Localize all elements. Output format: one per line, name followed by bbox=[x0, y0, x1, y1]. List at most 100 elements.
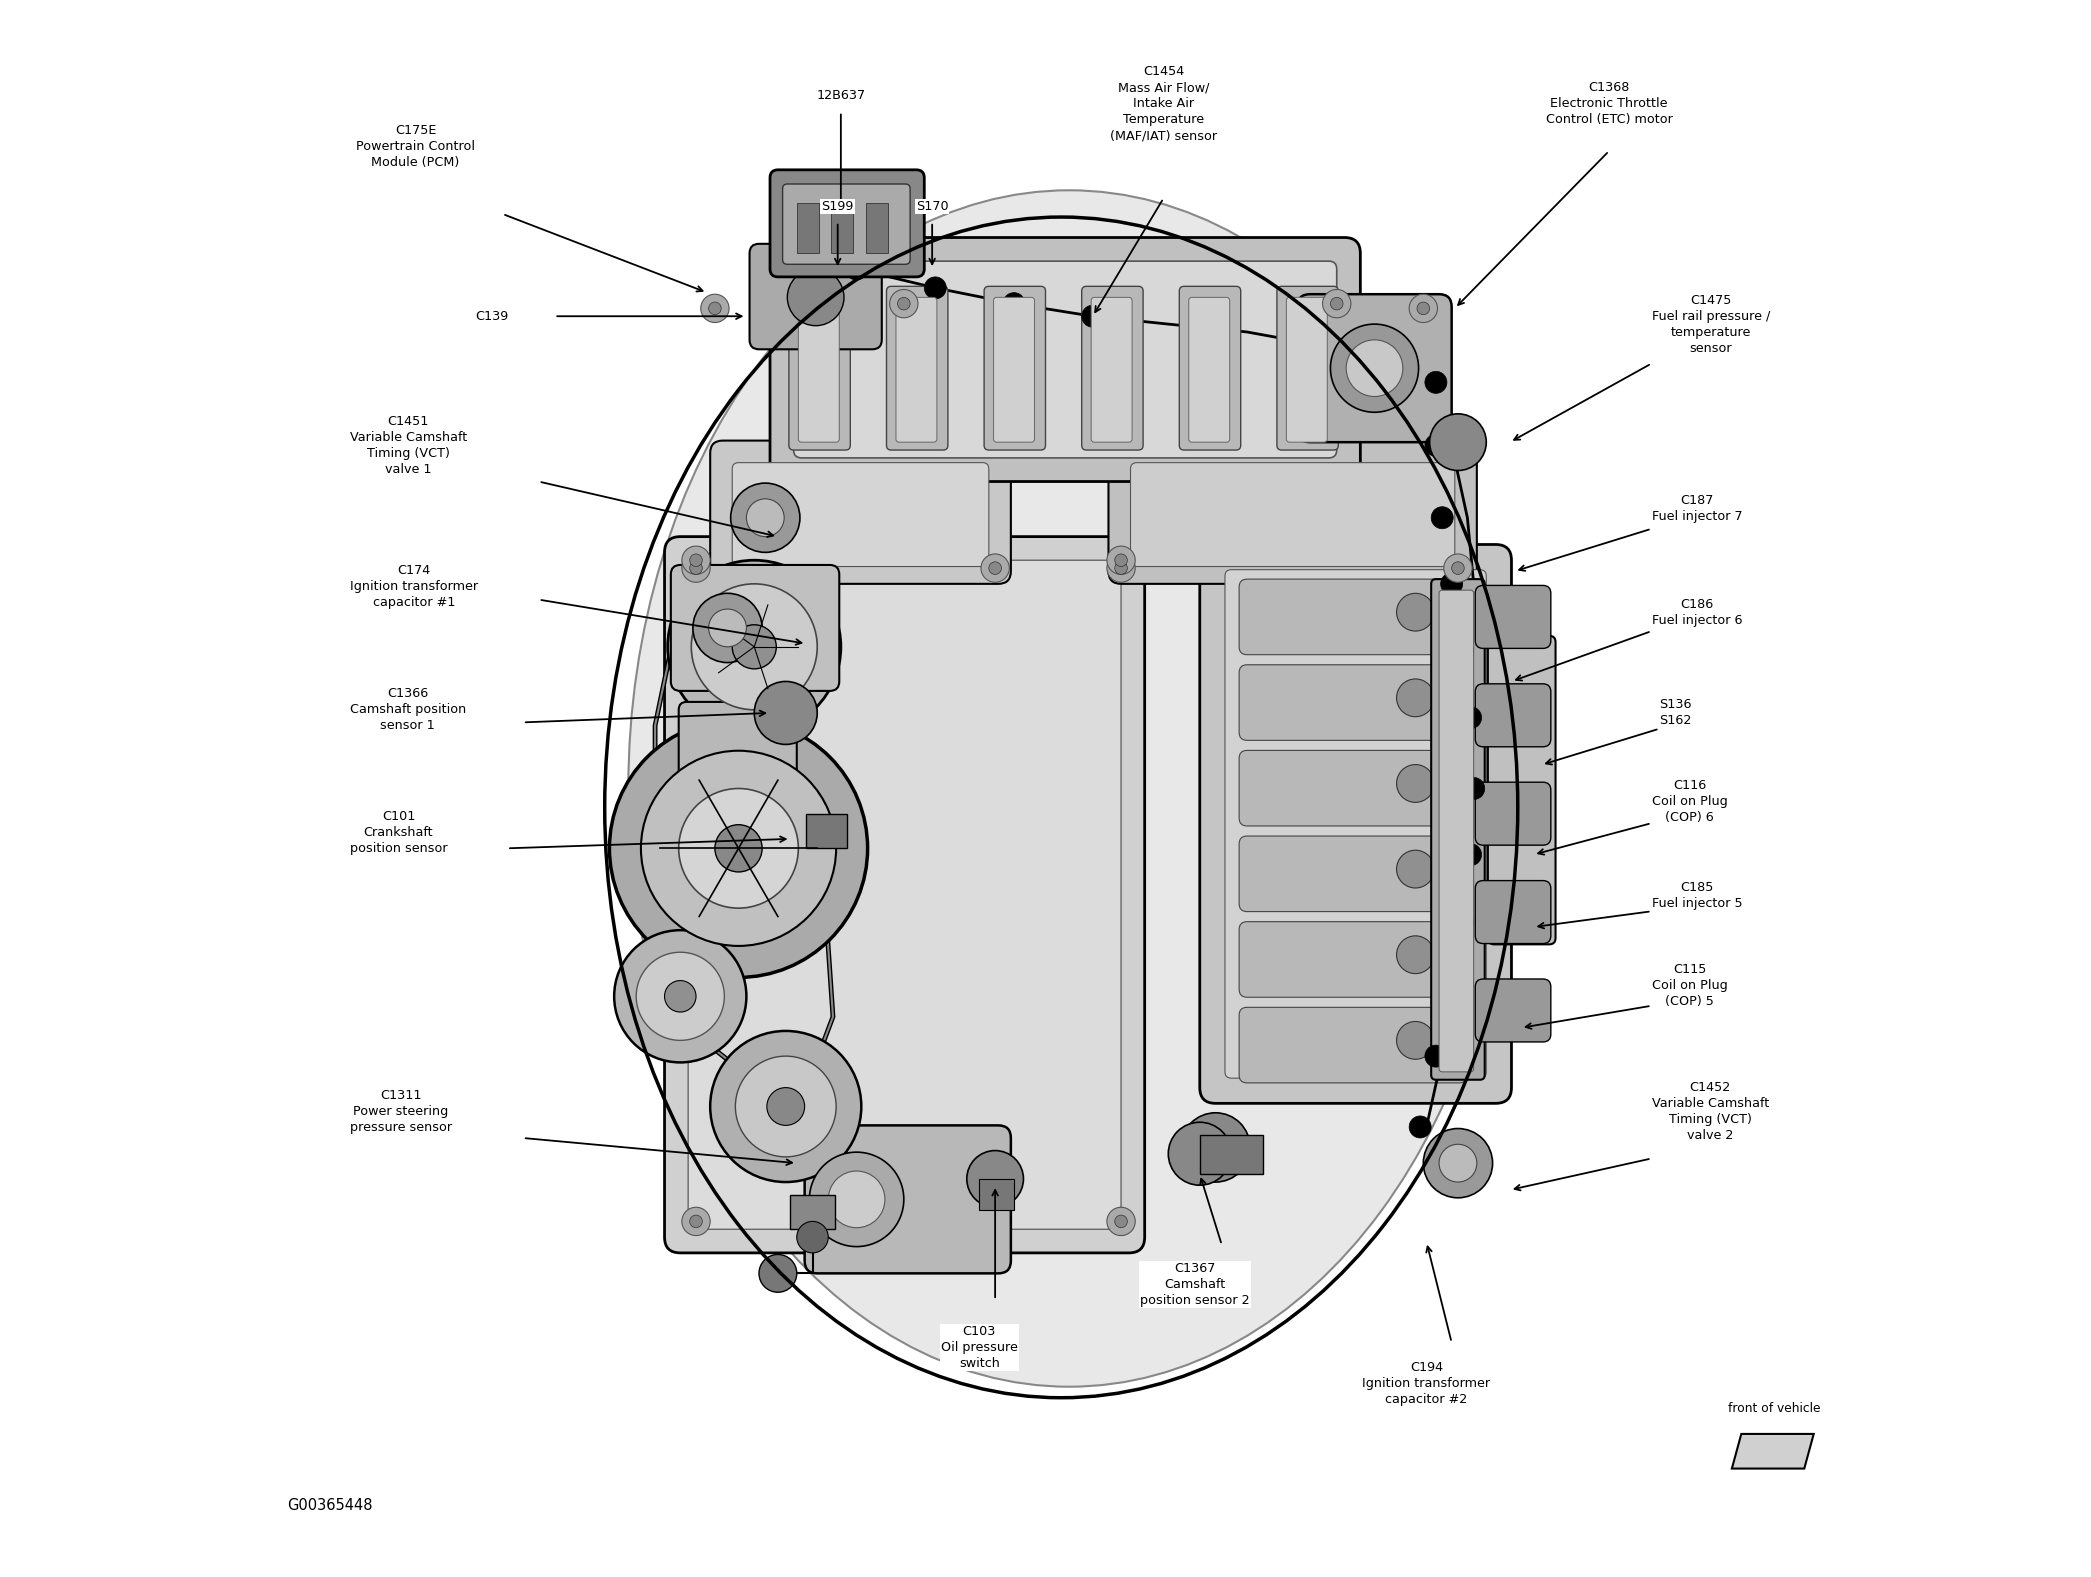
Circle shape bbox=[709, 303, 721, 315]
Circle shape bbox=[767, 1088, 805, 1126]
Circle shape bbox=[1115, 1216, 1127, 1228]
Circle shape bbox=[1081, 306, 1104, 328]
Circle shape bbox=[1430, 413, 1487, 470]
Circle shape bbox=[1439, 1145, 1476, 1183]
FancyBboxPatch shape bbox=[680, 702, 797, 804]
FancyBboxPatch shape bbox=[1476, 684, 1552, 747]
Circle shape bbox=[1451, 912, 1474, 934]
FancyBboxPatch shape bbox=[1476, 880, 1552, 943]
Circle shape bbox=[1409, 1117, 1430, 1139]
Circle shape bbox=[667, 560, 841, 733]
Circle shape bbox=[755, 681, 818, 744]
Circle shape bbox=[665, 981, 696, 1012]
FancyBboxPatch shape bbox=[1296, 295, 1451, 442]
Circle shape bbox=[1443, 554, 1472, 582]
Circle shape bbox=[828, 1172, 884, 1228]
Text: 12B637: 12B637 bbox=[815, 90, 866, 103]
Circle shape bbox=[1397, 1022, 1434, 1060]
FancyBboxPatch shape bbox=[993, 298, 1035, 442]
Circle shape bbox=[636, 953, 723, 1041]
FancyBboxPatch shape bbox=[799, 298, 838, 442]
FancyBboxPatch shape bbox=[1439, 590, 1474, 1072]
Text: C175E
Powertrain Control
Module (PCM): C175E Powertrain Control Module (PCM) bbox=[355, 123, 475, 169]
Text: C103
Oil pressure
switch: C103 Oil pressure switch bbox=[941, 1325, 1018, 1370]
FancyBboxPatch shape bbox=[1190, 298, 1230, 442]
Text: C1366
Camshaft position
sensor 1: C1366 Camshaft position sensor 1 bbox=[349, 688, 466, 732]
FancyBboxPatch shape bbox=[1476, 782, 1552, 845]
Text: C1454
Mass Air Flow/
Intake Air
Temperature
(MAF/IAT) sensor: C1454 Mass Air Flow/ Intake Air Temperat… bbox=[1110, 65, 1217, 142]
Circle shape bbox=[989, 561, 1002, 574]
Circle shape bbox=[715, 825, 761, 872]
FancyBboxPatch shape bbox=[1240, 751, 1468, 826]
Bar bbox=[979, 1180, 1014, 1211]
FancyBboxPatch shape bbox=[1108, 440, 1476, 583]
Circle shape bbox=[897, 298, 910, 311]
Circle shape bbox=[1115, 554, 1127, 566]
FancyBboxPatch shape bbox=[795, 262, 1336, 457]
Text: C1367
Camshaft
position sensor 2: C1367 Camshaft position sensor 2 bbox=[1140, 1262, 1250, 1307]
Text: C1368
Electronic Throttle
Control (ETC) motor: C1368 Electronic Throttle Control (ETC) … bbox=[1545, 80, 1673, 126]
Circle shape bbox=[1106, 1208, 1135, 1235]
Circle shape bbox=[1106, 554, 1135, 582]
FancyBboxPatch shape bbox=[1489, 636, 1556, 945]
FancyBboxPatch shape bbox=[665, 536, 1144, 1252]
FancyBboxPatch shape bbox=[782, 185, 910, 265]
Circle shape bbox=[1106, 546, 1135, 574]
Circle shape bbox=[1324, 290, 1351, 319]
Circle shape bbox=[1424, 1046, 1447, 1068]
Circle shape bbox=[1330, 298, 1342, 311]
FancyBboxPatch shape bbox=[1240, 921, 1468, 997]
Circle shape bbox=[1397, 593, 1434, 631]
Circle shape bbox=[690, 561, 703, 574]
FancyBboxPatch shape bbox=[887, 287, 947, 449]
FancyBboxPatch shape bbox=[688, 560, 1121, 1230]
FancyBboxPatch shape bbox=[1179, 287, 1240, 449]
FancyBboxPatch shape bbox=[732, 462, 989, 566]
Circle shape bbox=[682, 546, 711, 574]
FancyBboxPatch shape bbox=[769, 170, 924, 278]
Circle shape bbox=[1169, 1123, 1232, 1186]
Circle shape bbox=[1424, 371, 1447, 393]
Circle shape bbox=[1409, 295, 1437, 323]
Text: C174
Ignition transformer
capacitor #1: C174 Ignition transformer capacitor #1 bbox=[349, 565, 479, 609]
Circle shape bbox=[1397, 850, 1434, 888]
Circle shape bbox=[1460, 844, 1483, 866]
Circle shape bbox=[1181, 1113, 1250, 1183]
Circle shape bbox=[746, 498, 784, 536]
Circle shape bbox=[690, 554, 703, 566]
Circle shape bbox=[608, 719, 868, 978]
Text: S199: S199 bbox=[822, 200, 853, 213]
Text: C116
Coil on Plug
(COP) 6: C116 Coil on Plug (COP) 6 bbox=[1652, 779, 1727, 823]
Ellipse shape bbox=[627, 191, 1510, 1386]
Polygon shape bbox=[1731, 1433, 1813, 1468]
FancyBboxPatch shape bbox=[805, 1126, 1010, 1273]
Circle shape bbox=[1460, 706, 1483, 729]
Text: C101
Crankshaft
position sensor: C101 Crankshaft position sensor bbox=[349, 811, 447, 855]
FancyBboxPatch shape bbox=[1476, 585, 1552, 648]
Circle shape bbox=[700, 295, 730, 323]
Circle shape bbox=[845, 259, 868, 281]
FancyBboxPatch shape bbox=[769, 238, 1361, 481]
Text: C1452
Variable Camshaft
Timing (VCT)
valve 2: C1452 Variable Camshaft Timing (VCT) val… bbox=[1652, 1080, 1769, 1142]
Circle shape bbox=[692, 593, 761, 662]
Circle shape bbox=[1451, 639, 1474, 661]
Circle shape bbox=[682, 554, 711, 582]
Text: C186
Fuel injector 6: C186 Fuel injector 6 bbox=[1652, 598, 1742, 626]
Bar bbox=[807, 814, 847, 848]
FancyBboxPatch shape bbox=[1240, 836, 1468, 912]
FancyBboxPatch shape bbox=[711, 440, 1010, 583]
Text: G00365448: G00365448 bbox=[286, 1498, 372, 1512]
FancyBboxPatch shape bbox=[1286, 298, 1328, 442]
FancyBboxPatch shape bbox=[1430, 579, 1485, 1080]
Text: S170: S170 bbox=[916, 200, 949, 213]
FancyBboxPatch shape bbox=[985, 287, 1046, 449]
Circle shape bbox=[1424, 1129, 1493, 1199]
FancyBboxPatch shape bbox=[1240, 1008, 1468, 1083]
Circle shape bbox=[1430, 506, 1453, 528]
Text: front of vehicle: front of vehicle bbox=[1727, 1402, 1821, 1415]
FancyBboxPatch shape bbox=[1240, 665, 1468, 740]
Circle shape bbox=[1115, 561, 1127, 574]
FancyBboxPatch shape bbox=[1476, 979, 1552, 1042]
Circle shape bbox=[1464, 777, 1485, 800]
FancyBboxPatch shape bbox=[895, 298, 937, 442]
